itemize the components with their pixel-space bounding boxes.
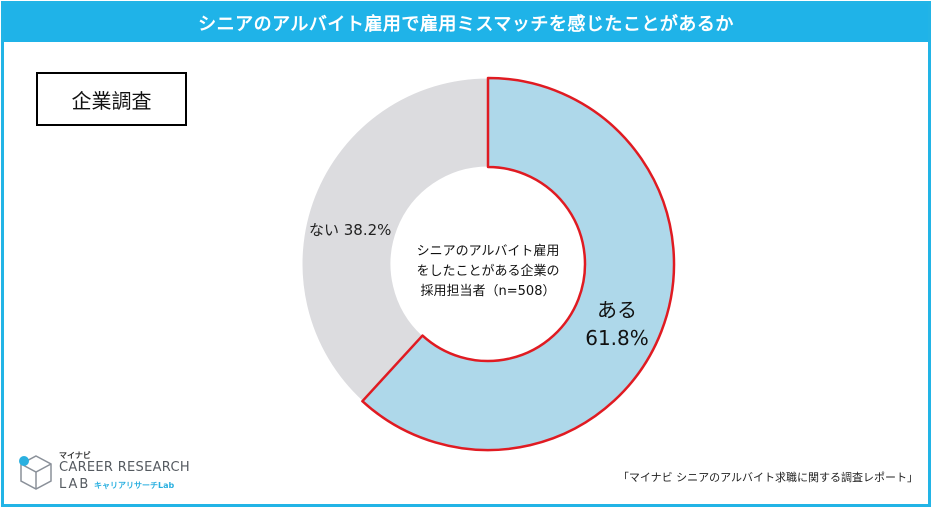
survey-type-label: 企業調査	[36, 72, 187, 126]
logo-name-line2: LAB	[59, 477, 91, 492]
slice-yes-label: ある 61.8%	[572, 296, 662, 352]
source-note: 「マイナビ シニアのアルバイト求職に関する調査レポート」	[617, 471, 918, 484]
slice-no-label: ない 38.2%	[309, 221, 392, 239]
logo-brand-small: マイナビ	[59, 451, 91, 460]
logo-name-kana: キャリアリサーチLab	[94, 481, 175, 490]
slice-no	[301, 77, 489, 402]
career-research-lab-logo: マイナビ CAREER RESEARCH LAB キャリアリサーチLab	[18, 450, 208, 496]
slice-yes-value: 61.8%	[585, 326, 649, 350]
cube-logo-icon	[19, 455, 52, 490]
center-line-3: 採用担当者（n=508）	[420, 284, 556, 299]
slice-yes	[361, 76, 676, 452]
center-line-1: シニアのアルバイト雇用	[416, 244, 560, 259]
center-line-2: をしたことがある企業の	[416, 264, 560, 279]
chart-title: シニアのアルバイト雇用で雇用ミスマッチを感じたことがあるか	[4, 4, 928, 42]
logo-name-line1: CAREER RESEARCH	[59, 460, 190, 475]
donut-center-label: シニアのアルバイト雇用 をしたことがある企業の 採用担当者（n=508）	[388, 242, 588, 302]
slice-yes-name: ある	[597, 298, 637, 322]
